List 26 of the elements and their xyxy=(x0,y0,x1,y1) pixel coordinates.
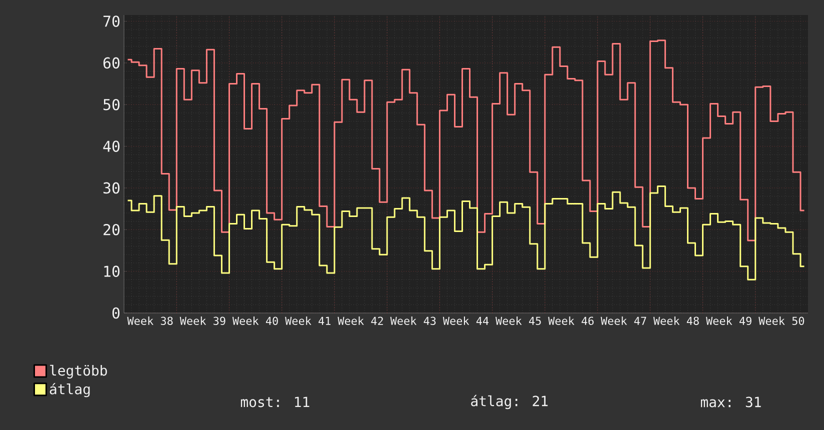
x-tick-label: Week 39 xyxy=(180,316,226,325)
legend-label: átlag xyxy=(50,383,90,398)
y-tick-label: 40 xyxy=(103,140,120,152)
x-tick-label: Week 45 xyxy=(496,316,541,325)
x-tick-label: Week 47 xyxy=(600,316,646,325)
text: most: 11 xyxy=(240,396,310,408)
text: átlag: 21 xyxy=(471,394,548,410)
x-tick-label: Week 50 xyxy=(758,316,804,325)
y-tick-label: 10 xyxy=(104,266,120,277)
legend-label: legtöbb xyxy=(50,364,107,379)
y-tick-label: 30 xyxy=(103,182,120,194)
x-tick-label: Week 48 xyxy=(653,316,699,325)
x-tick-label: Week 38 xyxy=(127,316,173,325)
y-tick-label: 0 xyxy=(112,307,120,319)
x-tick-label: Week 46 xyxy=(548,316,594,325)
x-tick-label: Week 41 xyxy=(285,316,330,325)
x-tick-label: Week 44 xyxy=(442,316,489,325)
y-tick-label: 20 xyxy=(104,224,120,236)
text: max: 31 xyxy=(700,396,761,408)
x-tick-label: Week 42 xyxy=(338,316,383,325)
y-tick-label: 70 xyxy=(104,16,120,27)
y-tick-label: 50 xyxy=(104,98,120,110)
x-tick-label: Week 49 xyxy=(706,316,752,325)
x-tick-label: Week 43 xyxy=(390,316,436,325)
y-tick-label: 60 xyxy=(103,57,120,69)
x-tick-label: Week 40 xyxy=(232,316,278,325)
